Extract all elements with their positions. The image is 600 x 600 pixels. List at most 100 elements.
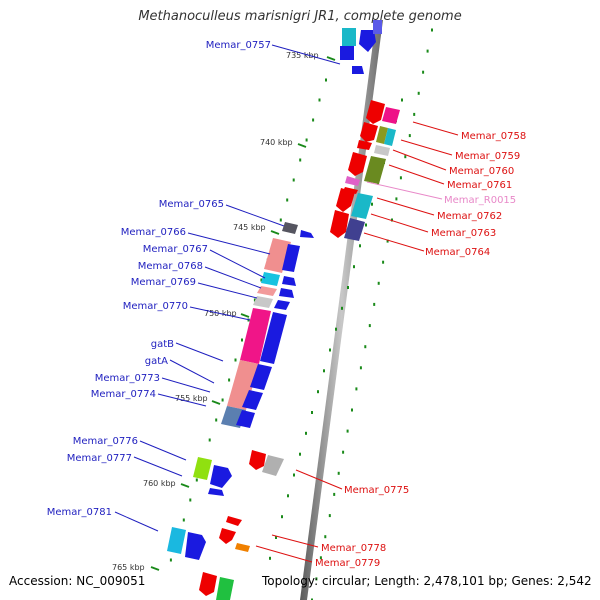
gene-feature[interactable] [344, 218, 365, 241]
gene-feature[interactable] [257, 286, 277, 296]
leader-line [157, 393, 207, 407]
gene-arrow[interactable] [279, 288, 294, 298]
gene-feature[interactable] [376, 126, 388, 144]
gene-label[interactable]: Memar_0775 [344, 485, 409, 496]
tick-dot [333, 492, 336, 496]
gene-feature[interactable] [261, 272, 280, 286]
gene-label[interactable]: Memar_0774 [91, 389, 156, 400]
gene-label[interactable]: Memar_0776 [73, 436, 138, 447]
tick-dot [253, 298, 256, 302]
gene-feature[interactable] [364, 156, 386, 184]
tick-dot [395, 197, 398, 201]
tick-dot [355, 387, 358, 391]
ruler-tick [150, 566, 160, 571]
gene-label[interactable]: Memar_0757 [206, 40, 271, 51]
gene-arrow[interactable] [282, 276, 296, 286]
gene-label[interactable]: gatA [145, 356, 168, 367]
gene-arrow[interactable] [226, 516, 242, 526]
tick-dot [299, 452, 301, 456]
gene-arrow[interactable] [249, 450, 266, 470]
tick-dot [286, 198, 289, 202]
tick-dot [368, 324, 371, 328]
tick-dot [305, 138, 308, 142]
tick-dot [189, 498, 192, 502]
tick-dot [328, 514, 331, 518]
gene-label[interactable]: Memar_0779 [315, 558, 380, 569]
gene-label[interactable]: Memar_0778 [321, 543, 386, 554]
gene-feature[interactable] [340, 46, 354, 60]
gene-arrow[interactable] [242, 390, 263, 410]
gene-arrow[interactable] [330, 210, 349, 238]
gene-label[interactable]: Memar_0767 [143, 244, 208, 255]
gene-arrow[interactable] [185, 532, 206, 560]
gene-arrow[interactable] [336, 188, 355, 212]
tick-dot [346, 429, 349, 433]
gene-label[interactable]: Memar_0761 [447, 180, 512, 191]
gene-arrow[interactable] [360, 122, 378, 142]
gene-arrow[interactable] [348, 152, 367, 176]
tick-dot [431, 28, 433, 32]
gene-feature[interactable] [282, 222, 298, 234]
gene-label[interactable]: Memar_0777 [67, 453, 132, 464]
gene-label[interactable]: Memar_R0015 [444, 195, 516, 206]
gene-arrow[interactable] [366, 100, 385, 124]
gene-feature[interactable] [382, 107, 400, 124]
tick-dot [299, 158, 302, 162]
gene-feature[interactable] [253, 296, 273, 308]
gene-feature[interactable] [235, 543, 250, 552]
gene-arrow[interactable] [282, 244, 300, 272]
tick-dot [335, 327, 337, 331]
tick-dot [318, 98, 321, 102]
gene-label[interactable]: Memar_0781 [47, 507, 112, 518]
gene-feature[interactable] [193, 457, 212, 480]
tick-dot [377, 281, 380, 285]
ruler-tick [270, 230, 280, 235]
gene-arrow[interactable] [199, 572, 217, 596]
gene-label[interactable]: gatB [151, 339, 174, 350]
gene-label[interactable]: Memar_0759 [455, 151, 520, 162]
leader-line [204, 266, 262, 289]
gene-arrow[interactable] [236, 410, 255, 428]
gene-arrow[interactable] [210, 465, 232, 488]
tick-dot [323, 369, 325, 373]
gene-arrow[interactable] [300, 230, 314, 238]
tick-dot [182, 518, 185, 522]
gene-label[interactable]: Memar_0764 [425, 247, 490, 258]
gene-arrow[interactable] [208, 488, 224, 496]
gene-feature[interactable] [374, 145, 390, 156]
tick-dot [281, 515, 283, 519]
gene-label[interactable]: Memar_0763 [431, 228, 496, 239]
gene-feature[interactable] [240, 308, 271, 364]
gene-feature[interactable] [216, 577, 234, 600]
gene-arrow[interactable] [357, 140, 372, 150]
gene-arrow[interactable] [219, 528, 236, 544]
gene-feature[interactable] [351, 193, 373, 219]
gene-arrow[interactable] [260, 312, 287, 364]
rna-feature[interactable] [345, 176, 360, 186]
gene-label[interactable]: Memar_0769 [131, 277, 196, 288]
gene-feature[interactable] [384, 128, 396, 146]
gene-label[interactable]: Memar_0768 [138, 261, 203, 272]
gene-feature[interactable] [227, 360, 259, 410]
gene-label[interactable]: Memar_0766 [121, 227, 186, 238]
tick-dot [275, 536, 277, 539]
gene-arrow[interactable] [274, 300, 290, 310]
gene-label[interactable]: Memar_0762 [437, 211, 502, 222]
gene-label[interactable]: Memar_0773 [95, 373, 160, 384]
tick-dot [169, 558, 172, 562]
tick-dot [195, 478, 198, 482]
gene-feature[interactable] [373, 20, 382, 34]
gene-feature[interactable] [262, 455, 284, 476]
gene-arrow[interactable] [250, 364, 272, 390]
gene-arrow[interactable] [352, 66, 364, 74]
leader-line [412, 121, 459, 136]
gene-label[interactable]: Memar_0760 [449, 166, 514, 177]
gene-feature[interactable] [167, 527, 186, 554]
gene-label[interactable]: Memar_0758 [461, 131, 526, 142]
gene-label[interactable]: Memar_0765 [159, 199, 224, 210]
tick-dot [408, 134, 411, 138]
gene-feature[interactable] [342, 28, 356, 46]
gene-label[interactable]: Memar_0770 [123, 301, 188, 312]
gene-arrow[interactable] [359, 30, 376, 52]
